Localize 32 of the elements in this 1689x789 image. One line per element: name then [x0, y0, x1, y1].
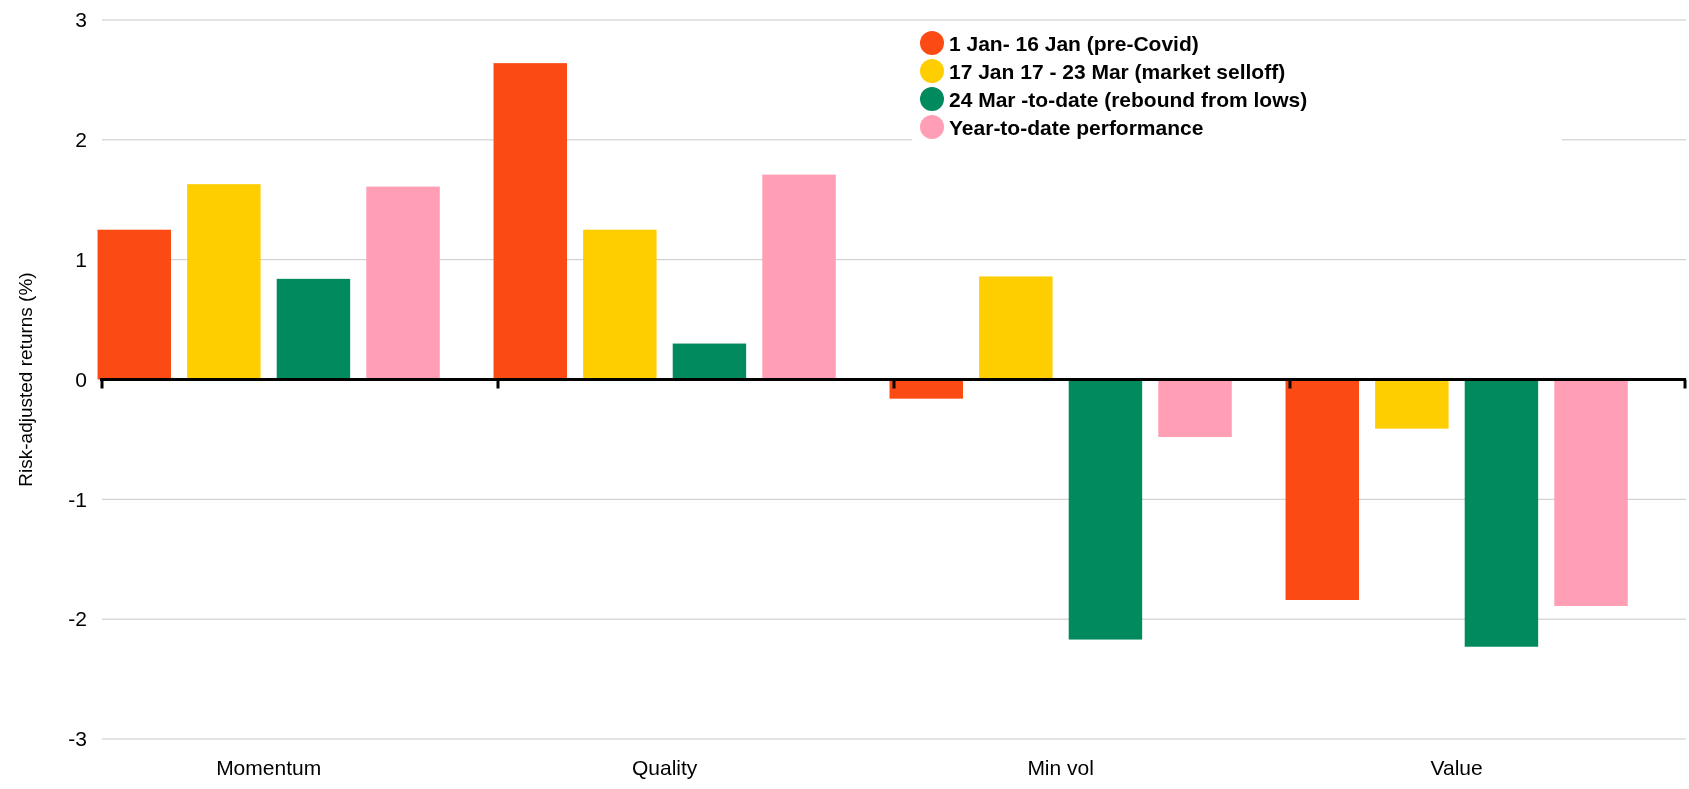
x-tick-label: Min vol [1027, 756, 1094, 779]
y-tick-label: -2 [68, 607, 87, 631]
bar [1464, 379, 1539, 647]
y-tick-label: 2 [75, 128, 87, 152]
y-tick-label: -1 [68, 487, 87, 511]
bar [1068, 379, 1143, 640]
y-tick-label: -3 [68, 727, 87, 751]
legend-label: Year-to-date performance [949, 116, 1204, 139]
y-tick-label: 1 [75, 247, 87, 271]
bar [1554, 379, 1628, 606]
y-tick-label: 0 [75, 367, 87, 391]
bar [276, 278, 351, 380]
bar [889, 379, 963, 399]
x-tick-label: Quality [631, 756, 698, 779]
bar [979, 276, 1053, 380]
bar [1285, 379, 1359, 600]
bar [366, 186, 440, 380]
bar [1375, 379, 1449, 429]
bar [1158, 379, 1232, 438]
x-tick-label: Value [1430, 756, 1483, 779]
bar [672, 343, 747, 380]
bar [187, 184, 261, 380]
x-tick-label: Momentum [216, 756, 322, 779]
bar [493, 63, 567, 380]
bar [583, 229, 657, 380]
bar [762, 174, 836, 380]
y-axis-title: Risk-adjusted returns (%) [15, 272, 36, 487]
bar [97, 229, 171, 380]
y-tick-label: 3 [75, 8, 87, 32]
legend-label: 1 Jan- 16 Jan (pre-Covid) [949, 32, 1199, 55]
legend-label: 24 Mar -to-date (rebound from lows) [949, 88, 1308, 111]
legend-label: 17 Jan 17 - 23 Mar (market selloff) [949, 60, 1286, 83]
